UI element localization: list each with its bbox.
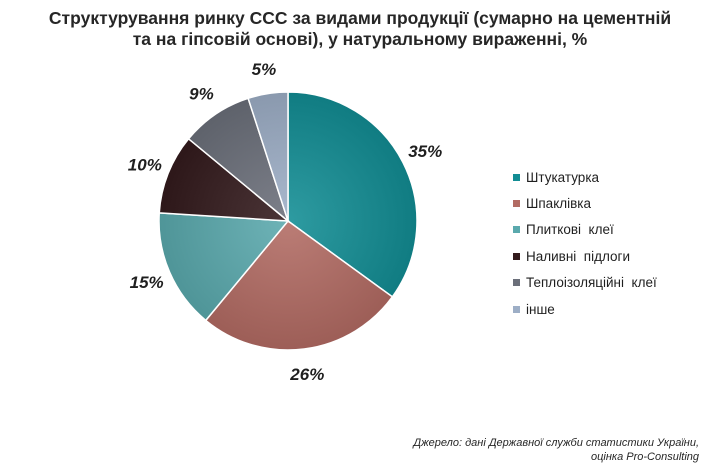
pie-slice-putty [204,219,394,351]
legend-label: Теплоізоляційні клеї [526,275,657,291]
pie-slice-plaster [287,91,418,298]
legend-swatch [513,200,520,208]
chart-title-line-1: Структурування ринку ССС за видами проду… [48,8,672,28]
data-label-other: 5% [252,60,277,79]
legend-item-putty: Шпаклівка [513,190,657,216]
source-note: Джерело: дані Державної служби статистик… [413,436,699,464]
legend-swatch [513,305,520,313]
data-label-plaster: 35% [408,142,442,161]
data-label-self-leveling-floors: 10% [128,155,162,174]
data-label-putty: 26% [289,365,324,384]
legend-swatch [513,173,520,181]
legend-swatch [513,252,520,260]
legend-item-insulation-adhesive: Теплоізоляційні клеї [513,270,657,296]
data-label-insulation-adhesive: 9% [189,85,214,104]
chart-title-line-2: та на гіпсовій основі), у натуральному в… [132,29,588,49]
legend-label: інше [526,301,555,317]
legend-item-other: інше [513,296,657,322]
pie-slice-self-leveling-floors [158,137,291,222]
legend-swatch [513,226,520,234]
chart-legend: Штукатурка Шпаклівка Плиткові клеї Налив… [513,164,657,322]
legend-swatch [513,279,520,287]
legend-label: Штукатурка [526,169,600,185]
legend-item-self-leveling-floors: Наливні підлоги [513,243,657,269]
data-label-tile-adhesive: 15% [130,273,164,292]
legend-item-tile-adhesive: Плиткові клеї [513,217,657,243]
legend-label: Шпаклівка [526,196,592,212]
chart-title: Структурування ринку ССС за видами проду… [20,8,700,50]
pie-slice-tile-adhesive [158,212,290,322]
legend-label: Плиткові клеї [526,222,614,238]
legend-label: Наливні підлоги [526,248,630,264]
pie-slice-other [247,91,289,222]
source-line-2: оцінка Pro-Consulting [590,451,699,463]
source-line-1: Джерело: дані Державної служби статистик… [413,437,699,449]
legend-item-plaster: Штукатурка [513,164,657,190]
